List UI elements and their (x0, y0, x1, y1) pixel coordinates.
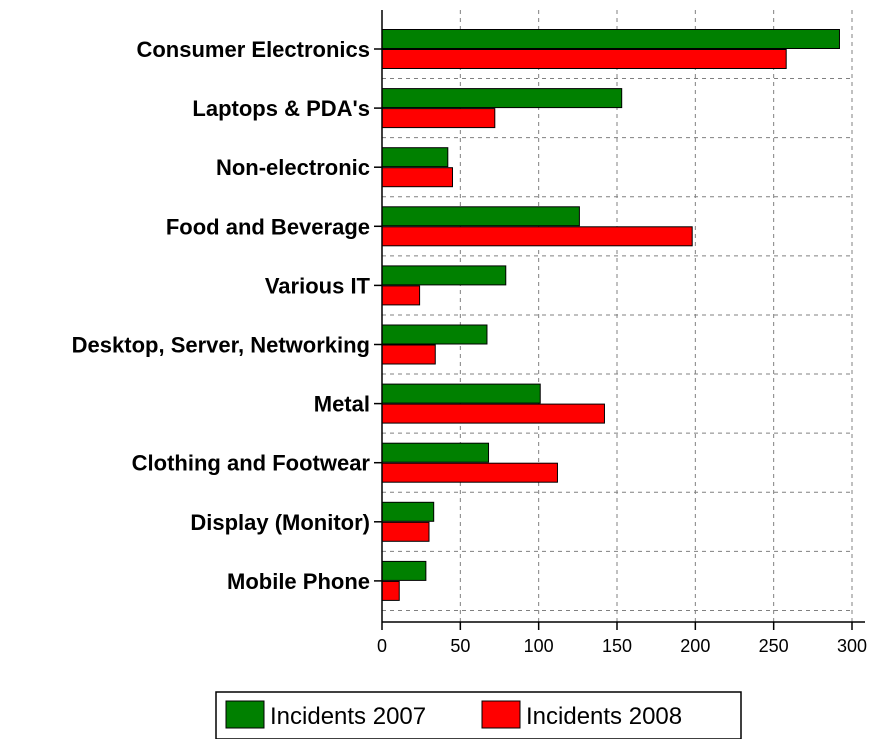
category-label: Clothing and Footwear (132, 451, 371, 476)
x-tick-label: 50 (450, 636, 470, 656)
bar-2007 (381, 206, 580, 227)
category-label: Mobile Phone (227, 569, 370, 594)
legend-swatch-2008 (481, 700, 521, 729)
category-label: Non-electronic (216, 155, 370, 180)
category-label: Display (Monitor) (190, 510, 370, 535)
bar-2007 (381, 88, 623, 109)
category-label: Food and Beverage (166, 214, 370, 239)
bar-2008 (381, 403, 605, 424)
x-tick-label: 250 (759, 636, 789, 656)
category-label: Metal (314, 392, 370, 417)
bar-2008 (381, 344, 436, 365)
bar-2008 (381, 462, 558, 483)
bar-2007 (381, 324, 488, 345)
category-label: Desktop, Server, Networking (72, 333, 370, 358)
x-tick-label: 150 (602, 636, 632, 656)
legend-box (215, 691, 742, 739)
x-tick-label: 200 (680, 636, 710, 656)
bar-2007 (381, 383, 541, 404)
legend-label-2008: Incidents 2008 (526, 703, 682, 730)
bar-2007 (381, 29, 840, 49)
bar-2008 (381, 49, 787, 69)
category-label: Laptops & PDA's (192, 96, 370, 121)
bar-2007 (381, 442, 490, 463)
x-tick-label: 300 (837, 636, 867, 656)
legend-label-2007: Incidents 2007 (270, 703, 426, 730)
category-label: Various IT (265, 273, 371, 298)
legend-swatch-2007 (225, 700, 265, 729)
category-labels: Consumer Electronics Laptops & PDA's Non-e… (72, 37, 382, 594)
bar-2008 (381, 285, 421, 306)
bar-2007 (381, 501, 435, 522)
bar-2008 (381, 226, 693, 247)
bar-2007 (381, 560, 427, 581)
bar-2008 (381, 580, 400, 601)
x-tick-label: 100 (524, 636, 554, 656)
bar-2008 (381, 521, 430, 542)
x-tick-label: 0 (377, 636, 387, 656)
bar-2007 (381, 147, 449, 168)
bars (381, 29, 840, 601)
grid-lines (382, 10, 853, 622)
category-label: Consumer Electronics (136, 37, 370, 62)
bar-2008 (381, 167, 453, 188)
legend: Incidents 2007 Incidents 2008 (215, 691, 742, 739)
bar-2008 (381, 108, 496, 129)
x-tick-labels: 0 50 100 150 200 250 300 (377, 622, 867, 656)
axes (381, 10, 865, 623)
bar-2007 (381, 265, 507, 286)
